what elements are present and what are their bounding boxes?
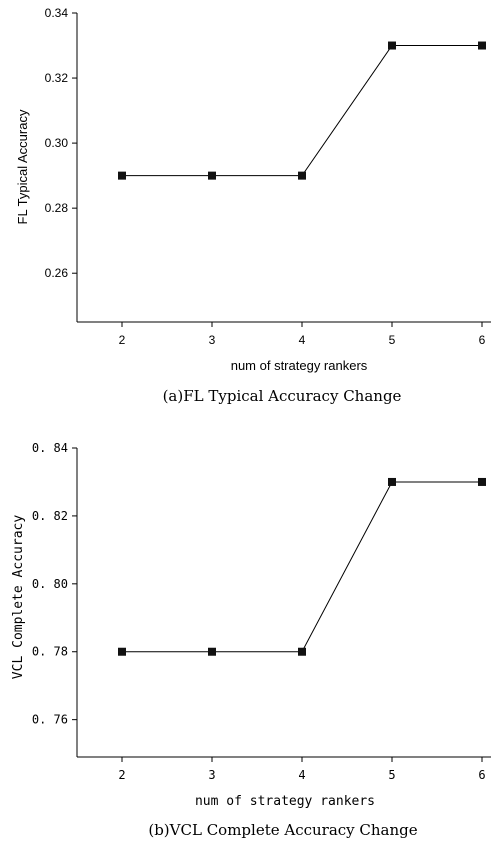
y-axis-label: VCL Complete Accuracy <box>11 515 26 680</box>
x-tick-label: 5 <box>388 768 395 782</box>
data-point <box>478 41 486 50</box>
vcl-complete-accuracy-chart: 0. 76 0. 78 0. 80 0. 82 0. 84 2 3 4 5 6 num of s… <box>11 441 491 839</box>
y-ticks: 0.26 0.28 0.30 0.32 0.34 <box>45 6 77 280</box>
y-tick-label: 0. 84 <box>32 441 68 455</box>
y-tick-label: 0. 80 <box>32 577 68 591</box>
y-tick-label: 0. 82 <box>32 509 68 523</box>
data-point <box>208 647 216 656</box>
x-tick-label: 3 <box>208 768 215 782</box>
x-axis-label: num of strategy rankers <box>231 358 368 373</box>
y-tick-label: 0.34 <box>45 6 69 20</box>
data-point <box>388 477 396 486</box>
y-tick-label: 0.26 <box>45 266 69 280</box>
x-tick-label: 2 <box>119 333 126 347</box>
x-tick-label: 5 <box>389 333 396 347</box>
fl-typical-accuracy-chart: 0.26 0.28 0.30 0.32 0.34 2 3 4 5 6 num of strate… <box>15 6 491 405</box>
series-line <box>122 481 482 653</box>
axes <box>76 13 491 323</box>
chart-panel-b: 0. 76 0. 78 0. 80 0. 82 0. 84 2 3 4 5 6 num of s… <box>0 421 495 841</box>
chart-panel-a: 0.26 0.28 0.30 0.32 0.34 2 3 4 5 6 num of strate… <box>0 0 495 420</box>
series <box>118 41 486 180</box>
data-point <box>298 647 306 656</box>
x-tick-label: 6 <box>479 333 486 347</box>
y-tick-label: 0. 78 <box>32 645 68 659</box>
figure-caption: (a)FL Typical Accuracy Change <box>163 387 402 405</box>
y-tick-label: 0.32 <box>45 71 69 85</box>
series-line <box>122 45 482 177</box>
figure-caption: (b)VCL Complete Accuracy Change <box>148 821 417 839</box>
data-point <box>478 477 486 486</box>
x-tick-label: 4 <box>298 768 305 782</box>
y-axis-label: FL Typical Accuracy <box>15 109 30 224</box>
series <box>118 477 486 656</box>
data-point <box>298 171 306 180</box>
y-tick-label: 0. 76 <box>32 713 68 727</box>
axes <box>76 448 491 758</box>
x-tick-label: 3 <box>209 333 216 347</box>
data-point <box>118 171 126 180</box>
x-tick-label: 2 <box>118 768 125 782</box>
x-tick-label: 4 <box>299 333 306 347</box>
y-tick-label: 0.30 <box>45 136 69 150</box>
x-ticks: 2 3 4 5 6 <box>119 322 486 347</box>
data-point <box>208 171 216 180</box>
x-ticks: 2 3 4 5 6 <box>118 757 486 782</box>
x-axis-label: num of strategy rankers <box>195 794 375 809</box>
data-point <box>388 41 396 50</box>
x-tick-label: 6 <box>478 768 485 782</box>
data-point <box>118 647 126 656</box>
y-tick-label: 0.28 <box>45 201 69 215</box>
y-ticks: 0. 76 0. 78 0. 80 0. 82 0. 84 <box>32 441 77 727</box>
